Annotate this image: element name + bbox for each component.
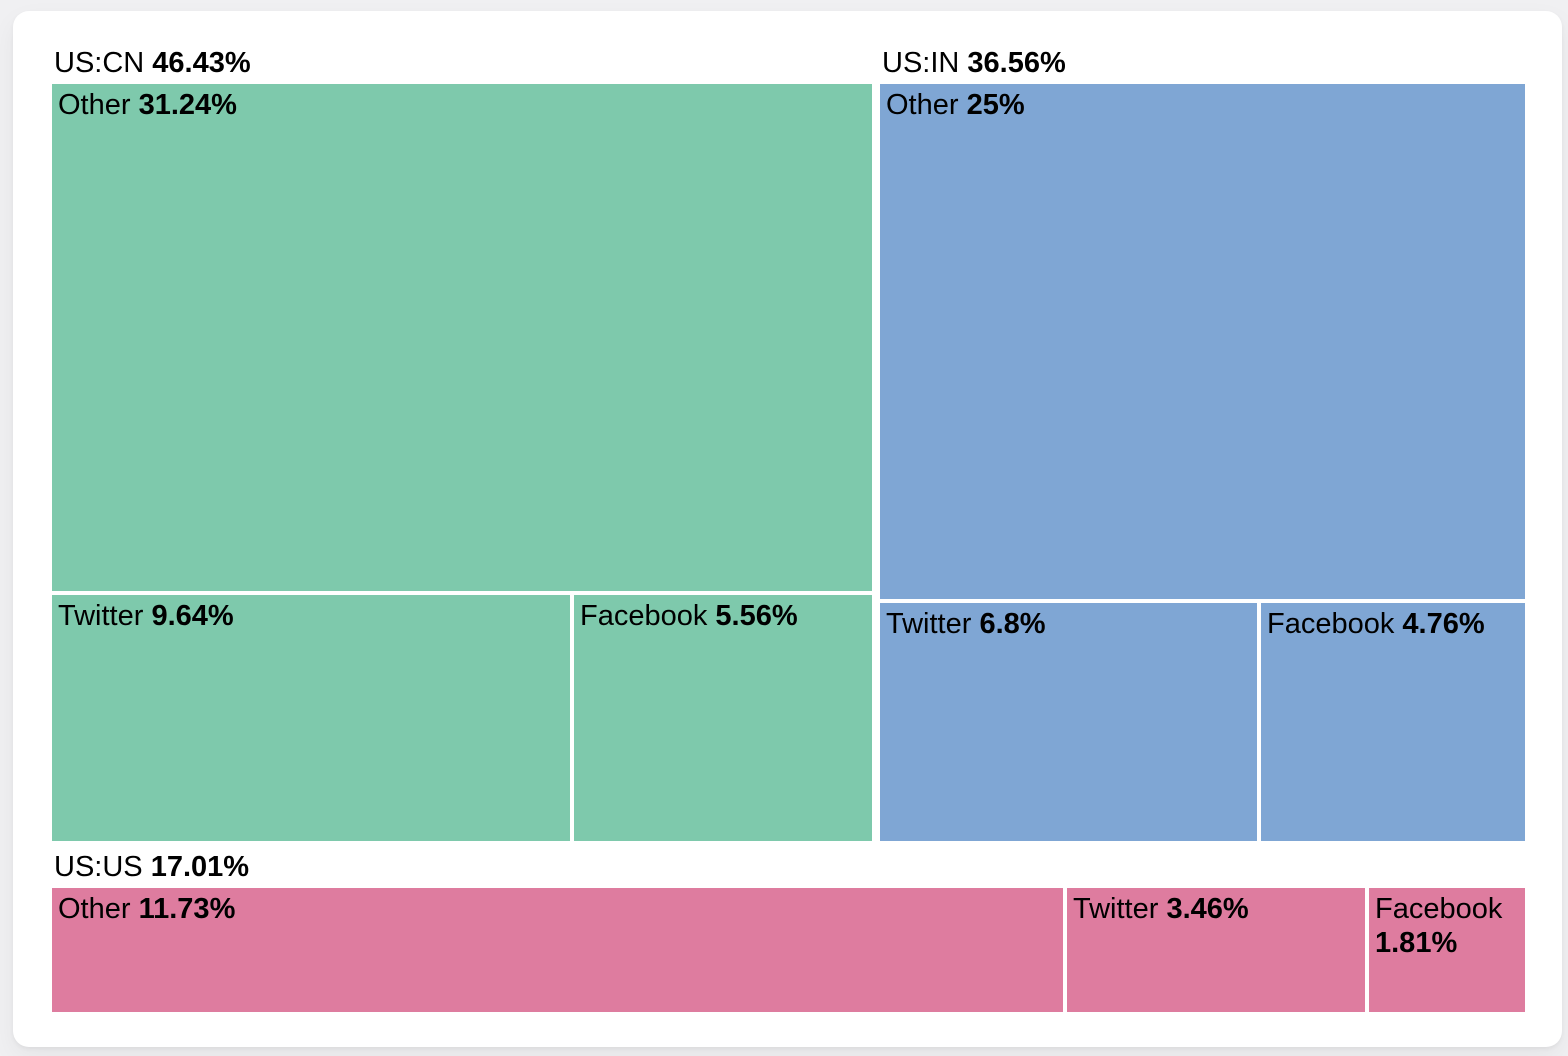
node-label: Twitter [1073, 893, 1159, 925]
node-label: Twitter [58, 600, 144, 632]
treemap-node-us-us-other[interactable]: Other 11.73% [52, 888, 1063, 1012]
treemap-node-us-cn-other[interactable]: Other 31.24% [52, 84, 872, 591]
node-label: Facebook [1375, 893, 1503, 925]
group-header-us-us[interactable]: US:US 17.01% [52, 849, 1525, 888]
treemap-node-us-cn-facebook[interactable]: Facebook 5.56% [574, 595, 872, 841]
group-value: 36.56% [967, 47, 1066, 79]
node-label: Other [58, 893, 131, 925]
node-value: 6.8% [979, 608, 1046, 640]
node-label: Facebook [1267, 608, 1395, 640]
treemap-node-us-in-twitter[interactable]: Twitter 6.8% [880, 603, 1257, 841]
group-value: 46.43% [152, 47, 251, 79]
node-value: 25% [966, 89, 1025, 121]
treemap-node-us-us-facebook[interactable]: Facebook 1.81% [1369, 888, 1525, 1012]
group-label: US:CN [54, 47, 145, 79]
node-label: Other [58, 89, 131, 121]
treemap-group-us-in: US:IN 36.56% Other 25% Twitter 6.8% Faceboo… [880, 45, 1525, 841]
chart-card: US:CN 46.43% Other 31.24% Twitter 9.64% Fac… [13, 11, 1562, 1047]
treemap-node-us-us-twitter[interactable]: Twitter 3.46% [1067, 888, 1365, 1012]
node-value: 3.46% [1166, 893, 1249, 925]
node-label: Facebook [580, 600, 708, 632]
group-header-us-cn[interactable]: US:CN 46.43% [52, 45, 872, 84]
node-value: 31.24% [138, 89, 237, 121]
treemap-group-us-us: US:US 17.01% Other 11.73% Twitter 3.46% Fac… [52, 849, 1525, 1012]
group-label: US:US [54, 851, 143, 883]
treemap-group-us-cn: US:CN 46.43% Other 31.24% Twitter 9.64% Fac… [52, 45, 872, 841]
node-label: Other [886, 89, 959, 121]
group-label: US:IN [882, 47, 960, 79]
treemap-node-us-in-other[interactable]: Other 25% [880, 84, 1525, 599]
node-value: 11.73% [138, 893, 236, 925]
node-label: Twitter [886, 608, 972, 640]
group-value: 17.01% [150, 851, 250, 883]
node-value: 4.76% [1402, 608, 1485, 640]
group-header-us-in[interactable]: US:IN 36.56% [880, 45, 1525, 84]
node-value: 1.81% [1375, 927, 1458, 959]
node-value: 5.56% [715, 600, 798, 632]
treemap-node-us-in-facebook[interactable]: Facebook 4.76% [1261, 603, 1525, 841]
treemap-node-us-cn-twitter[interactable]: Twitter 9.64% [52, 595, 570, 841]
treemap: US:CN 46.43% Other 31.24% Twitter 9.64% Fac… [52, 45, 1525, 1012]
node-value: 9.64% [151, 600, 234, 632]
